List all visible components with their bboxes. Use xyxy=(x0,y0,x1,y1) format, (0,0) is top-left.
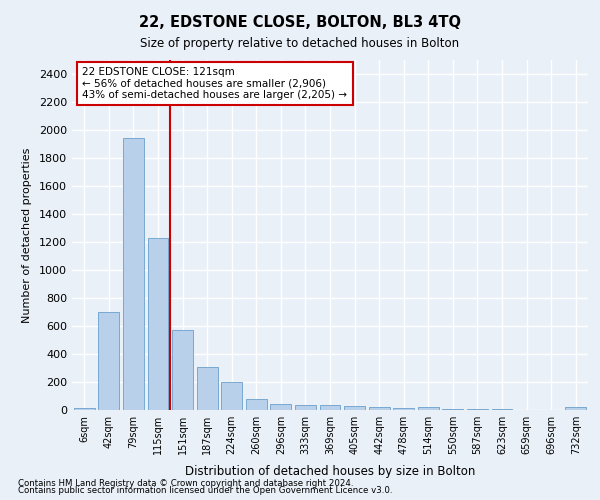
Bar xyxy=(197,368,218,410)
Bar xyxy=(246,399,267,410)
Bar xyxy=(98,312,119,410)
Text: 22, EDSTONE CLOSE, BOLTON, BL3 4TQ: 22, EDSTONE CLOSE, BOLTON, BL3 4TQ xyxy=(139,15,461,30)
Bar xyxy=(123,138,144,410)
Text: Contains HM Land Registry data © Crown copyright and database right 2024.: Contains HM Land Registry data © Crown c… xyxy=(18,478,353,488)
X-axis label: Distribution of detached houses by size in Bolton: Distribution of detached houses by size … xyxy=(185,466,475,478)
Text: Size of property relative to detached houses in Bolton: Size of property relative to detached ho… xyxy=(140,38,460,51)
Bar xyxy=(271,404,292,410)
Bar xyxy=(320,405,340,410)
Bar xyxy=(221,382,242,410)
Text: Contains public sector information licensed under the Open Government Licence v3: Contains public sector information licen… xyxy=(18,486,392,495)
Bar xyxy=(565,407,586,410)
Bar xyxy=(344,406,365,410)
Bar xyxy=(74,408,95,410)
Bar xyxy=(148,238,169,410)
Bar xyxy=(418,407,439,410)
Bar xyxy=(368,407,389,410)
Bar xyxy=(393,408,414,410)
Text: 22 EDSTONE CLOSE: 121sqm
← 56% of detached houses are smaller (2,906)
43% of sem: 22 EDSTONE CLOSE: 121sqm ← 56% of detach… xyxy=(82,67,347,100)
Bar xyxy=(442,409,463,410)
Bar xyxy=(295,404,316,410)
Bar xyxy=(172,330,193,410)
Y-axis label: Number of detached properties: Number of detached properties xyxy=(22,148,32,322)
